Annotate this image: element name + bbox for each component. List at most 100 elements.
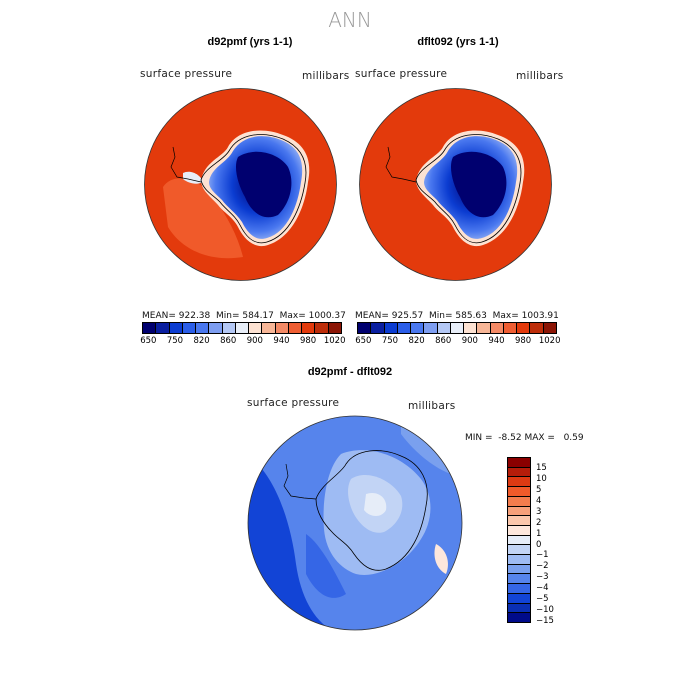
colorbar-swatch bbox=[508, 555, 530, 565]
colorbar-swatch bbox=[384, 323, 398, 333]
colorbar-swatch bbox=[508, 525, 530, 536]
units-label-right: millibars bbox=[516, 70, 564, 82]
units-label-left: millibars bbox=[302, 70, 350, 82]
colorbar-ticks-left: 650 750 820 860 900 940 980 1020 bbox=[135, 336, 348, 346]
colorbar-tick-label: 4 bbox=[536, 495, 542, 506]
map-left bbox=[144, 88, 337, 281]
mean-label: MEAN= bbox=[142, 311, 176, 321]
colorbar-swatch bbox=[222, 323, 236, 333]
max-value: 0.59 bbox=[563, 433, 584, 443]
mean-label: MEAN= bbox=[355, 311, 389, 321]
colorbar-tick-label: −15 bbox=[536, 616, 554, 627]
colorbar-swatch bbox=[543, 323, 556, 333]
colorbar-swatch bbox=[275, 323, 289, 333]
colorbar-tick-label: 650 bbox=[355, 336, 372, 346]
colorbar-swatch bbox=[530, 323, 544, 333]
map-right bbox=[359, 88, 552, 281]
colorbar-swatch bbox=[302, 323, 316, 333]
colorbar-swatch bbox=[424, 323, 438, 333]
stats-right: MEAN= 925.57 Min= 585.63 Max= 1003.91 bbox=[355, 311, 559, 321]
colorbar-tick-label: 940 bbox=[488, 336, 505, 346]
colorbar-swatch bbox=[182, 323, 197, 333]
max-label: Max= bbox=[492, 311, 519, 321]
colorbar-swatch bbox=[358, 323, 372, 333]
colorbar-tick-label: −3 bbox=[536, 572, 549, 583]
colorbar-swatch bbox=[508, 458, 530, 468]
colorbar-tick-label: 5 bbox=[536, 484, 542, 495]
colorbar-tick-label: 860 bbox=[435, 336, 452, 346]
colorbar-tick-label: 3 bbox=[536, 506, 542, 517]
colorbar-left bbox=[142, 322, 342, 334]
colorbar-tick-label: 2 bbox=[536, 517, 542, 528]
colorbar-swatch bbox=[508, 603, 530, 614]
colorbar-tick-label: 750 bbox=[381, 336, 399, 346]
colorbar-tick-label: 900 bbox=[461, 336, 478, 346]
colorbar-swatch bbox=[508, 535, 530, 546]
colorbar-tick-label: 15 bbox=[536, 462, 547, 473]
colorbar-swatch bbox=[508, 545, 530, 556]
colorbar-swatch bbox=[209, 323, 223, 333]
colorbar-tick-label: −5 bbox=[536, 594, 549, 605]
colorbar-tick-label: 900 bbox=[246, 336, 263, 346]
diff-units-label: millibars bbox=[408, 400, 456, 412]
colorbar-swatch bbox=[508, 506, 530, 517]
min-value: -8.52 bbox=[498, 433, 522, 443]
colorbar-swatch bbox=[328, 323, 341, 333]
colorbar-swatch bbox=[508, 574, 530, 585]
colorbar-swatch bbox=[249, 323, 263, 333]
colorbar-tick-label: 1020 bbox=[538, 336, 561, 346]
max-label: Max= bbox=[279, 311, 306, 321]
colorbar-tick-label: 980 bbox=[514, 336, 532, 346]
variable-label-left: surface pressure bbox=[140, 68, 233, 80]
colorbar-swatch bbox=[508, 593, 530, 604]
colorbar-swatch bbox=[450, 323, 465, 333]
min-value: 585.63 bbox=[455, 311, 487, 321]
colorbar-tick-label: −4 bbox=[536, 583, 549, 594]
colorbar-swatch bbox=[508, 467, 530, 478]
colorbar-swatch bbox=[508, 496, 530, 507]
colorbar-swatch bbox=[477, 323, 491, 333]
colorbar-tick-label: 10 bbox=[536, 473, 547, 484]
colorbar-swatch bbox=[517, 323, 531, 333]
stats-left: MEAN= 922.38 Min= 584.17 Max= 1000.37 bbox=[142, 311, 346, 321]
panel-title-right: dflt092 (yrs 1-1) bbox=[417, 36, 499, 48]
colorbar-swatch bbox=[437, 323, 451, 333]
colorbar-tick-label: 1020 bbox=[323, 336, 346, 346]
colorbar-swatch bbox=[143, 323, 157, 333]
colorbar-tick-label: 650 bbox=[140, 336, 157, 346]
panel-title-left: d92pmf (yrs 1-1) bbox=[207, 36, 293, 48]
colorbar-swatch bbox=[464, 323, 478, 333]
colorbar-swatch bbox=[508, 487, 530, 497]
variable-label-right: surface pressure bbox=[355, 68, 448, 80]
colorbar-tick-label: −2 bbox=[536, 561, 549, 572]
colorbar-swatch bbox=[288, 323, 303, 333]
diff-variable-label: surface pressure bbox=[247, 397, 340, 409]
colorbar-right bbox=[357, 322, 557, 334]
max-label: MAX = bbox=[524, 433, 555, 443]
colorbar-swatch bbox=[235, 323, 250, 333]
colorbar-swatch bbox=[508, 564, 530, 575]
colorbar-swatch bbox=[371, 323, 385, 333]
diff-stats: MIN = -8.52 MAX = 0.59 bbox=[465, 433, 584, 443]
diff-panel-title: d92pmf - dflt092 bbox=[307, 366, 393, 378]
colorbar-swatch bbox=[508, 613, 530, 622]
colorbar-swatch bbox=[315, 323, 329, 333]
colorbar-swatch bbox=[196, 323, 210, 333]
min-label: Min= bbox=[429, 311, 453, 321]
colorbar-difference bbox=[507, 457, 531, 623]
colorbar-tick-label: 750 bbox=[166, 336, 184, 346]
colorbar-swatch bbox=[503, 323, 518, 333]
colorbar-tick-label: 860 bbox=[220, 336, 237, 346]
colorbar-swatch bbox=[508, 516, 530, 526]
colorbar-tick-label: 820 bbox=[193, 336, 210, 346]
colorbar-swatch bbox=[397, 323, 412, 333]
max-value: 1000.37 bbox=[308, 311, 346, 321]
colorbar-swatch bbox=[156, 323, 170, 333]
colorbar-tick-label: 0 bbox=[536, 539, 542, 550]
min-label: MIN = bbox=[465, 433, 493, 443]
colorbar-swatch bbox=[490, 323, 504, 333]
colorbar-tick-label: 940 bbox=[273, 336, 290, 346]
colorbar-swatch bbox=[169, 323, 183, 333]
mean-value: 922.38 bbox=[178, 311, 211, 321]
map-difference bbox=[247, 415, 463, 631]
